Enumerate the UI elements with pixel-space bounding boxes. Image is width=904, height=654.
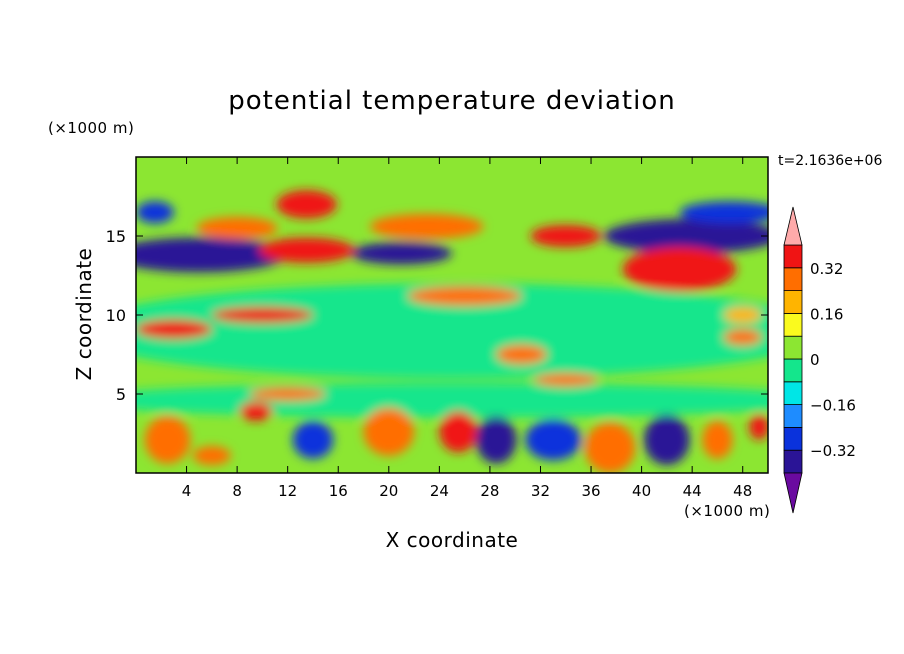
contour-feature <box>363 408 415 456</box>
contour-feature <box>136 237 288 273</box>
x-tick-label: 40 <box>632 482 651 500</box>
contour-feature <box>534 373 598 387</box>
contour-feature <box>439 411 478 453</box>
x-tick-label: 32 <box>531 482 550 500</box>
contour-feature <box>292 420 334 459</box>
x-axis-label: X coordinate <box>0 528 904 552</box>
contour-feature <box>644 414 690 466</box>
colorbar-segment <box>783 244 803 269</box>
contour-feature <box>525 419 581 461</box>
contour-feature <box>136 382 768 418</box>
colorbar-segment <box>783 381 803 405</box>
colorbar-segment <box>783 358 803 383</box>
y-unit-label: (×1000 m) <box>48 119 135 137</box>
colorbar-segment <box>783 267 803 291</box>
x-axis-label-text: X coordinate <box>385 528 519 552</box>
colorbar-segment <box>783 312 803 337</box>
contour-feature <box>476 416 517 464</box>
x-tick-label: 16 <box>329 482 348 500</box>
colorbar: 0.32 0.16 0 −0.16 −0.32 <box>783 206 856 514</box>
colorbar-segment <box>783 449 803 474</box>
x-tick-label: 44 <box>683 482 702 500</box>
colorbar-tick-label: 0 <box>810 351 820 369</box>
contour-feature <box>276 190 337 219</box>
colorbar-tick-label: −0.32 <box>810 442 856 460</box>
chart-title: potential temperature deviation <box>228 86 676 116</box>
contour-feature <box>192 446 231 466</box>
contour-feature <box>530 224 602 248</box>
y-tick-label: 15 <box>106 227 126 246</box>
contour-feature <box>584 422 636 473</box>
contour-feature <box>136 283 768 379</box>
contour-feature <box>723 329 762 346</box>
contour-feature <box>211 307 313 323</box>
contour-feature <box>622 247 737 292</box>
x-tick-label: 36 <box>581 482 600 500</box>
contour-feature <box>196 217 278 240</box>
colorbar-tick-label: −0.16 <box>810 397 856 415</box>
contour-feature <box>702 420 733 459</box>
x-tick-label: 20 <box>379 482 398 500</box>
contour-feature <box>258 237 355 263</box>
contour-feature <box>723 307 762 323</box>
time-label: t=2.1636e+06 <box>778 153 883 169</box>
contour-feature <box>496 345 547 364</box>
contour-feature <box>144 416 191 464</box>
x-tick-label: 12 <box>278 482 297 500</box>
x-unit-label: (×1000 m) <box>684 502 771 520</box>
contour-feature <box>369 213 484 240</box>
x-tick-label: 28 <box>480 482 499 500</box>
x-tick-label: 8 <box>232 482 242 500</box>
colorbar-extend-max <box>783 206 803 246</box>
colorbar-segment <box>783 335 803 360</box>
contour-feature <box>679 201 768 224</box>
colorbar-segment <box>783 404 803 428</box>
y-tick-label: 5 <box>116 385 126 404</box>
colorbar-extend-min <box>783 472 803 514</box>
y-tick-label: 10 <box>106 306 126 325</box>
contour-feature <box>407 286 522 306</box>
contour-feature <box>136 201 174 224</box>
contour-feature <box>136 319 212 339</box>
plot-area <box>135 156 769 474</box>
colorbar-segment <box>783 426 803 451</box>
contour-feature <box>249 387 326 401</box>
x-tick-label: 48 <box>733 482 752 500</box>
colorbar-tick-label: 0.32 <box>810 260 843 278</box>
x-tick-label: 4 <box>182 482 192 500</box>
contour-feature <box>239 401 273 421</box>
contour-feature <box>603 218 768 254</box>
contour-feature <box>749 414 768 440</box>
colorbar-segment <box>783 290 803 314</box>
x-tick-label: 24 <box>430 482 449 500</box>
colorbar-tick-label: 0.16 <box>810 305 843 323</box>
contour-feature <box>350 242 452 265</box>
